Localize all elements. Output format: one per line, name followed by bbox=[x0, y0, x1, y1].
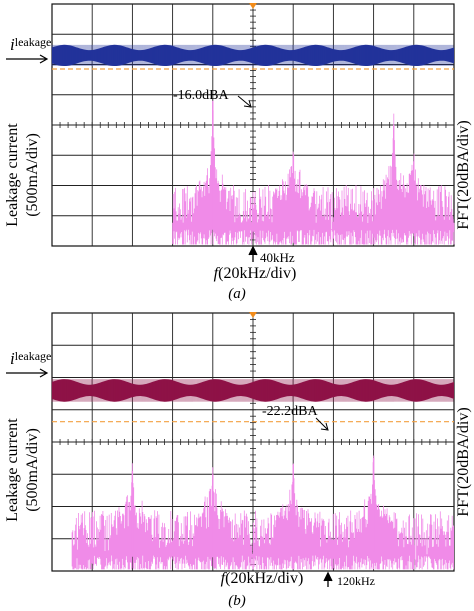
panel-b-xlabel: f(20kHz/div) bbox=[221, 570, 304, 587]
panel-a-caption: (a) bbox=[228, 286, 246, 302]
panel-b-ylabel-left-line1: Leakage current bbox=[4, 418, 21, 522]
panel-a-xlabel-f: f bbox=[214, 265, 221, 282]
panel-a-frequency-marker-label: 40kHz bbox=[260, 250, 295, 265]
panel-b-frequency-marker-label: 120kHz bbox=[337, 574, 375, 588]
panel-b-peak-annotation-arrow bbox=[315, 417, 329, 431]
panel-b-peak-annotation: -22.2dBA bbox=[262, 404, 319, 419]
panel-a: Leakage current (500mA/div) FFT(20dBA/di… bbox=[4, 3, 472, 302]
panel-b-xlabel-f: f bbox=[221, 570, 228, 587]
panel-a-xlabel: f(20kHz/div) bbox=[214, 265, 297, 282]
fft-spectrum-trace bbox=[172, 108, 455, 245]
panel-a-trace-label-main: i bbox=[10, 35, 15, 54]
panel-a-trace-label-arrow bbox=[6, 54, 49, 64]
panel-a-trace-label-sub: leakage bbox=[15, 35, 52, 49]
panel-a-xlabel-rest: (20kHz/div) bbox=[218, 265, 296, 282]
panel-b-leakage-trace bbox=[51, 379, 454, 423]
panel-a-trace-label: ileakage bbox=[10, 35, 51, 54]
panel-a-peak-annotation: -16.0dBA bbox=[173, 88, 230, 103]
panel-b-frequency-marker-arrow bbox=[323, 571, 333, 587]
panel-a-ylabel-right: FFT(20dBA/div) bbox=[455, 120, 472, 229]
panel-b-trace-label-main: i bbox=[10, 349, 15, 368]
panel-b-ylabel-left-line2: (500mA/div) bbox=[24, 428, 41, 512]
trigger-marker bbox=[249, 3, 257, 9]
panel-a-leakage-trace bbox=[51, 44, 454, 70]
panel-b: Leakage current (500mA/div) FFT(20dBA/di… bbox=[4, 312, 472, 609]
panel-b-grid bbox=[51, 312, 455, 572]
panel-b-ylabel-right: FFT(20dBA/div) bbox=[455, 407, 472, 516]
panel-a-ylabel-left-line2: (500mA/div) bbox=[24, 133, 41, 217]
fft-spectrum-trace bbox=[71, 455, 454, 570]
panel-b-trace-label: ileakage bbox=[10, 349, 51, 368]
panel-b-trace-label-arrow bbox=[6, 368, 49, 378]
panel-a-frequency-marker-arrow bbox=[248, 245, 258, 262]
panel-b-caption: (b) bbox=[228, 593, 246, 609]
panel-a-fft-spectrum bbox=[172, 100, 455, 245]
panel-a-ylabel-left-line1: Leakage current bbox=[4, 123, 21, 227]
trigger-marker bbox=[249, 312, 257, 318]
panel-b-xlabel-rest: (20kHz/div) bbox=[225, 570, 303, 587]
panel-b-trace-label-sub: leakage bbox=[15, 349, 52, 363]
panel-a-peak-annotation-arrow bbox=[237, 95, 252, 108]
panel-b-fft-spectrum bbox=[71, 455, 454, 570]
